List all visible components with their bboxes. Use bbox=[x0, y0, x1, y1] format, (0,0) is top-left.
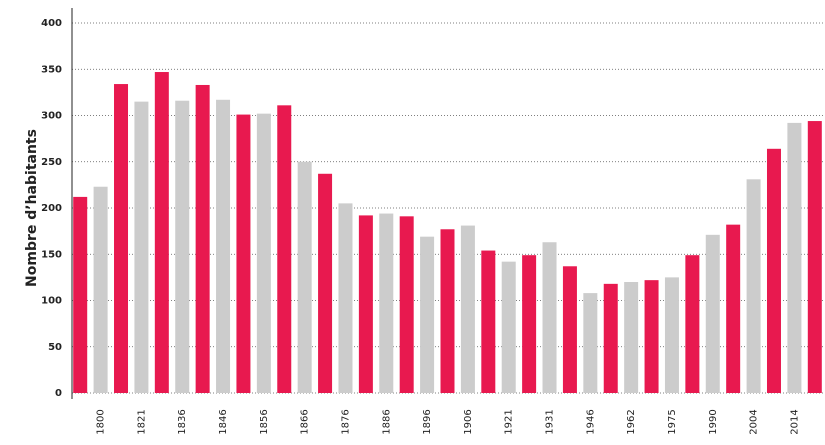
bar bbox=[359, 215, 373, 393]
x-tick-label: 1896 bbox=[422, 409, 433, 434]
x-tick-label: 1931 bbox=[545, 409, 556, 434]
bar bbox=[747, 179, 761, 393]
y-tick-label: 0 bbox=[55, 388, 62, 399]
bar bbox=[318, 174, 332, 393]
x-tick-label: 1906 bbox=[463, 409, 474, 434]
x-tick-label: 1975 bbox=[667, 409, 678, 434]
x-tick-label: 1990 bbox=[708, 409, 719, 434]
x-tick-label: 1876 bbox=[340, 409, 351, 434]
bar bbox=[94, 187, 108, 393]
bar bbox=[645, 280, 659, 393]
bar bbox=[522, 255, 536, 393]
x-tick-label: 1886 bbox=[381, 409, 392, 434]
bar bbox=[277, 105, 291, 393]
bar bbox=[787, 123, 801, 393]
bar bbox=[563, 266, 577, 393]
bar bbox=[808, 121, 822, 393]
bar bbox=[175, 101, 189, 393]
bar bbox=[481, 251, 495, 393]
x-tick-label: 2004 bbox=[749, 409, 760, 434]
bar bbox=[298, 162, 312, 393]
bar bbox=[114, 84, 128, 393]
x-tick-label: 1921 bbox=[504, 409, 515, 434]
y-tick-label: 400 bbox=[41, 18, 62, 29]
y-tick-label: 100 bbox=[41, 296, 62, 307]
y-tick-label: 300 bbox=[41, 111, 62, 122]
bar bbox=[604, 284, 618, 393]
chart: Nombre d’habitants 0 50 100 150 200 250 300 350… bbox=[0, 0, 825, 445]
bar bbox=[236, 115, 250, 393]
y-tick-label: 50 bbox=[48, 342, 62, 353]
bar bbox=[502, 262, 516, 393]
x-tick-label: 1836 bbox=[177, 409, 188, 434]
x-tick-label: 1846 bbox=[218, 409, 229, 434]
bar bbox=[685, 255, 699, 393]
bar bbox=[196, 85, 210, 393]
y-tick-label: 350 bbox=[41, 64, 62, 75]
bar bbox=[624, 282, 638, 393]
bar bbox=[441, 229, 455, 393]
bar bbox=[583, 293, 597, 393]
y-tick-label: 150 bbox=[41, 249, 62, 260]
bar bbox=[461, 226, 475, 393]
bar bbox=[420, 237, 434, 393]
bar bbox=[706, 235, 720, 393]
bar bbox=[257, 114, 271, 393]
bar bbox=[726, 225, 740, 393]
bar bbox=[134, 102, 148, 393]
x-tick-label: 1866 bbox=[300, 409, 311, 434]
x-tick-label: 1821 bbox=[136, 409, 147, 434]
bar bbox=[155, 72, 169, 393]
bar bbox=[665, 277, 679, 393]
bar bbox=[400, 216, 414, 393]
y-axis-label: Nombre d’habitants bbox=[24, 129, 40, 287]
x-tick-label: 1962 bbox=[626, 409, 637, 434]
bar bbox=[543, 242, 557, 393]
bar bbox=[338, 203, 352, 393]
bar bbox=[216, 100, 230, 393]
bar bbox=[73, 197, 87, 393]
y-tick-label: 200 bbox=[41, 203, 62, 214]
x-tick-label: 1856 bbox=[259, 409, 270, 434]
x-tick-label: 1946 bbox=[585, 409, 596, 434]
bar bbox=[379, 214, 393, 393]
x-tick-label: 2014 bbox=[789, 409, 800, 434]
x-tick-label: 1800 bbox=[96, 409, 107, 434]
y-tick-label: 250 bbox=[41, 157, 62, 168]
bar bbox=[767, 149, 781, 393]
